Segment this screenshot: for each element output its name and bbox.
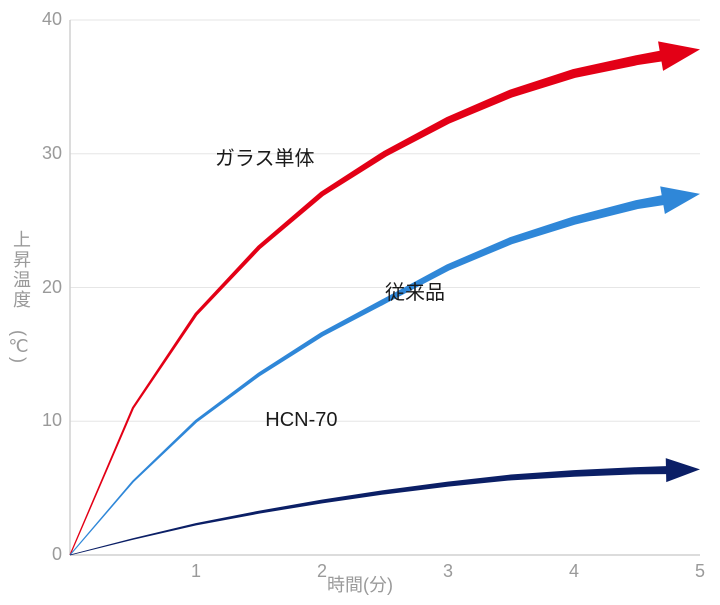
y-tick-label: 20 bbox=[42, 277, 62, 298]
series-label-glass: ガラス単体 bbox=[215, 142, 315, 171]
y-tick-label: 30 bbox=[42, 143, 62, 164]
x-axis-title: 時間(分) bbox=[327, 571, 393, 597]
x-tick-label: 2 bbox=[317, 561, 327, 582]
y-tick-label: 0 bbox=[52, 544, 62, 565]
y-tick-label: 10 bbox=[42, 410, 62, 431]
y-axis-title: 上昇温度 bbox=[8, 230, 34, 310]
x-tick-label: 1 bbox=[191, 561, 201, 582]
x-tick-label: 3 bbox=[443, 561, 453, 582]
temperature-rise-chart: 上昇温度 (℃) 時間(分) 0 10 20 30 40 1 2 3 4 5 ガラス単体従来品 HC… bbox=[0, 0, 720, 605]
series-label-hcn70: HCN-70 bbox=[265, 409, 337, 432]
series-conventional bbox=[70, 186, 700, 555]
series-hcn70 bbox=[70, 458, 700, 555]
y-axis-unit: (℃) bbox=[8, 330, 30, 363]
x-tick-label: 5 bbox=[695, 561, 705, 582]
y-tick-label: 40 bbox=[42, 9, 62, 30]
x-tick-label: 4 bbox=[569, 561, 579, 582]
series-label-conventional: 従来品 bbox=[385, 276, 445, 305]
chart-svg bbox=[0, 0, 720, 605]
